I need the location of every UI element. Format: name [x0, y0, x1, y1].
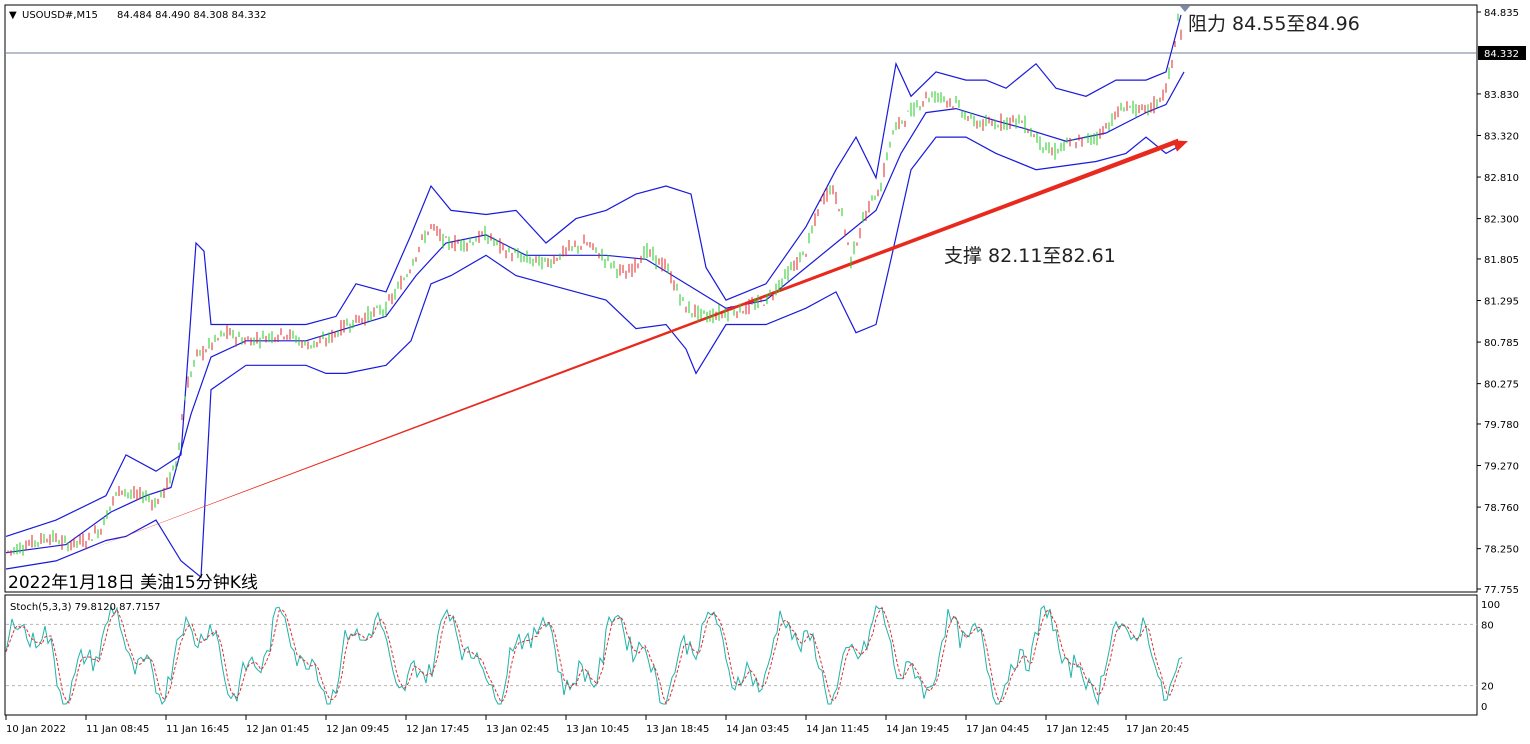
support-label: 支撑 82.11至82.61 — [944, 245, 1116, 267]
stoch-tick-label: 0 — [1481, 702, 1487, 713]
stoch-tick-label: 80 — [1481, 620, 1494, 631]
y-tick-label: 78.250 — [1484, 545, 1519, 556]
x-tick-label: 13 Jan 02:45 — [486, 724, 549, 735]
support-trendline — [81, 138, 1178, 553]
bollinger-upper-band — [5, 14, 1182, 537]
trendline-arrowhead — [1172, 140, 1188, 152]
y-tick-label: 83.320 — [1484, 131, 1519, 142]
x-tick-label: 12 Jan 17:45 — [406, 724, 469, 735]
x-tick-label: 12 Jan 01:45 — [246, 724, 309, 735]
y-tick-label: 80.785 — [1484, 338, 1519, 349]
x-tick-label: 10 Jan 2022 — [6, 724, 66, 735]
y-tick-label: 78.760 — [1484, 503, 1519, 514]
x-tick-label: 13 Jan 10:45 — [566, 724, 629, 735]
x-tick-label: 17 Jan 20:45 — [1126, 724, 1189, 735]
bollinger-middle-band — [5, 71, 1185, 554]
last-price-label: 84.332 — [1478, 45, 1526, 60]
x-tick-label: 17 Jan 04:45 — [966, 724, 1029, 735]
y-tick-label: 82.300 — [1484, 215, 1519, 226]
ohlc-readout: 84.484 84.490 84.308 84.332 — [117, 10, 267, 21]
stoch-tick-label: 20 — [1481, 682, 1494, 693]
collapse-triangle-icon[interactable]: ▼ — [9, 10, 17, 21]
bollinger-lower-band — [5, 136, 1182, 579]
x-tick-label: 11 Jan 16:45 — [166, 724, 229, 735]
x-tick-label: 12 Jan 09:45 — [326, 724, 389, 735]
y-tick-label: 77.755 — [1484, 585, 1519, 596]
last-price-text: 84.332 — [1484, 49, 1519, 60]
x-tick-label: 14 Jan 19:45 — [886, 724, 949, 735]
price-marker-icon — [1180, 6, 1190, 12]
stoch-panel-border — [4, 594, 1478, 716]
resistance-label: 阻力 84.55至84.96 — [1188, 13, 1360, 35]
x-tick-label: 14 Jan 03:45 — [726, 724, 789, 735]
stoch-signal-line — [5, 606, 1183, 705]
main-panel-border — [4, 4, 1478, 593]
y-tick-label: 81.805 — [1484, 255, 1519, 266]
stoch-label: Stoch(5,3,3) 79.8120 87.7157 — [10, 602, 161, 613]
y-tick-label: 84.835 — [1484, 8, 1519, 19]
y-tick-label: 79.270 — [1484, 462, 1519, 473]
y-tick-label: 83.830 — [1484, 90, 1519, 101]
x-tick-label: 13 Jan 18:45 — [646, 724, 709, 735]
y-tick-label: 80.275 — [1484, 380, 1519, 391]
x-tick-label: 11 Jan 08:45 — [86, 724, 149, 735]
y-tick-label: 81.295 — [1484, 297, 1519, 308]
y-tick-label: 82.810 — [1484, 173, 1519, 184]
y-tick-label: 79.780 — [1484, 420, 1519, 431]
x-tick-label: 17 Jan 12:45 — [1046, 724, 1109, 735]
symbol-header: USOUSD#,M15 — [22, 10, 98, 21]
chart-caption: 2022年1月18日 美油15分钟K线 — [8, 573, 258, 593]
stoch-main-line — [5, 604, 1183, 706]
x-tick-label: 14 Jan 11:45 — [806, 724, 869, 735]
stoch-tick-label: 100 — [1481, 600, 1500, 611]
